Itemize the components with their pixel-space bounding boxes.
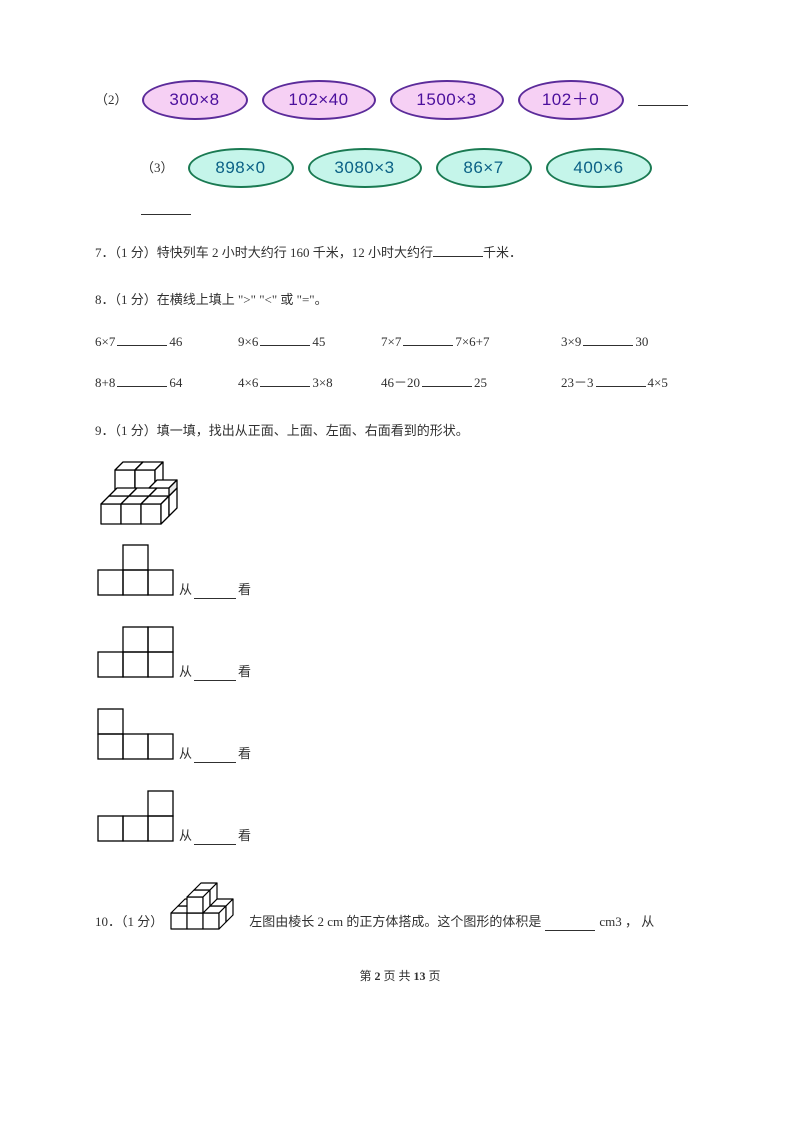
comp-blank[interactable] [117, 375, 167, 388]
footer-n2: 13 [414, 969, 426, 983]
q10-blank[interactable] [545, 919, 595, 932]
q10-prefix: 10．（1 分） [95, 912, 163, 932]
expression-oval: 400×6 [546, 148, 652, 188]
from-label: 从 [179, 744, 192, 764]
q7-prefix: 7．（1 分）特快列车 2 小时大约行 160 千米，12 小时大约行 [95, 245, 433, 260]
comparison-row: 6×7 46 9×6 45 7×7 7×6+7 3×9 30 [95, 332, 705, 352]
footer-p1: 第 [359, 969, 374, 983]
q9-view3: 从看 [95, 707, 705, 763]
grid-view4-icon [95, 789, 177, 845]
q2-ovals: 300×8 102×40 1500×3 102＋0 [142, 80, 624, 120]
comp-right: 25 [474, 373, 487, 393]
comp-blank[interactable] [583, 333, 633, 346]
comp-left: 9×6 [238, 332, 258, 352]
footer-p3: 页 [426, 969, 441, 983]
from-label: 从 [179, 580, 192, 600]
expression-oval: 102×40 [262, 80, 376, 120]
see-label: 看 [238, 662, 251, 682]
comp-left: 8+8 [95, 373, 115, 393]
expression-oval: 3080×3 [308, 148, 422, 188]
comp-blank[interactable] [260, 375, 310, 388]
comp-right: 3×8 [312, 373, 332, 393]
q2-blank[interactable] [638, 94, 688, 107]
page: （2） 300×8 102×40 1500×3 102＋0 （3） 898×0 3080… [0, 0, 800, 1025]
comp-right: 46 [169, 332, 182, 352]
comp-blank[interactable] [596, 375, 646, 388]
comp-right: 7×6+7 [455, 332, 489, 352]
expression-oval: 300×8 [142, 80, 248, 120]
comparison-cell: 9×6 45 [238, 332, 381, 352]
comp-left: 6×7 [95, 332, 115, 352]
q3-label: （3） [141, 158, 174, 178]
comp-right: 45 [312, 332, 325, 352]
cube-cluster-icon [95, 454, 200, 529]
comp-blank[interactable] [422, 375, 472, 388]
q9-blank2[interactable] [194, 669, 236, 682]
comparison-cell: 7×7 7×6+7 [381, 332, 561, 352]
q7-suffix: 千米． [483, 245, 522, 260]
grid-view1-icon [95, 543, 177, 599]
q9-title: 9．（1 分）填一填，找出从正面、上面、左面、右面看到的形状。 [95, 421, 705, 441]
comparison-cell: 3×9 30 [561, 332, 691, 352]
grid-view3-icon [95, 707, 177, 763]
q3-blank[interactable] [141, 202, 191, 215]
q9-blank4[interactable] [194, 833, 236, 846]
grid-view2-icon [95, 625, 177, 681]
q10-unit: cm3 ， 从 [599, 912, 654, 932]
see-label: 看 [238, 826, 251, 846]
q3-row: （3） 898×0 3080×3 86×7 400×6 [141, 148, 705, 215]
q10: 10．（1 分） [95, 875, 705, 931]
comp-left: 46－20 [381, 373, 420, 393]
comp-blank[interactable] [117, 333, 167, 346]
q9-figure-3d [95, 454, 705, 529]
q7: 7．（1 分）特快列车 2 小时大约行 160 千米，12 小时大约行 千米． [95, 243, 705, 263]
from-label: 从 [179, 662, 192, 682]
q10-mid: 左图由棱长 2 cm 的正方体搭成。这个图形的体积是 [249, 912, 541, 932]
comp-left: 4×6 [238, 373, 258, 393]
q9-view4: 从看 [95, 789, 705, 845]
comparison-cell: 8+8 64 [95, 373, 238, 393]
q2-row: （2） 300×8 102×40 1500×3 102＋0 [95, 80, 705, 120]
comp-right: 30 [635, 332, 648, 352]
page-footer: 第 2 页 共 13 页 [95, 967, 705, 985]
q9-blank3[interactable] [194, 751, 236, 764]
from-label: 从 [179, 826, 192, 846]
expression-oval: 86×7 [436, 148, 532, 188]
q9-view1: 从看 [95, 543, 705, 599]
footer-p2: 页 共 [380, 969, 413, 983]
comp-left: 7×7 [381, 332, 401, 352]
q10-cube-icon [167, 875, 245, 931]
q9-blank1[interactable] [194, 587, 236, 600]
q3-ovals: 898×0 3080×3 86×7 400×6 [188, 148, 652, 188]
expression-oval: 102＋0 [518, 80, 624, 120]
comp-blank[interactable] [403, 333, 453, 346]
comparison-cell: 4×6 3×8 [238, 373, 381, 393]
comparison-cell: 6×7 46 [95, 332, 238, 352]
comparison-row: 8+8 64 4×6 3×8 46－20 25 23－3 4×5 [95, 373, 705, 393]
q2-label: （2） [95, 90, 128, 110]
comparison-cell: 46－20 25 [381, 373, 561, 393]
comp-right: 64 [169, 373, 182, 393]
comp-blank[interactable] [260, 333, 310, 346]
expression-oval: 1500×3 [390, 80, 504, 120]
see-label: 看 [238, 580, 251, 600]
comp-left: 23－3 [561, 373, 594, 393]
comp-right: 4×5 [648, 373, 668, 393]
expression-oval: 898×0 [188, 148, 294, 188]
see-label: 看 [238, 744, 251, 764]
q8-rows: 6×7 46 9×6 45 7×7 7×6+7 3×9 30 8+8 64 4×6 3×8 46－20 2… [95, 332, 705, 393]
q8-title: 8．（1 分）在横线上填上 ">" "<" 或 "="。 [95, 290, 705, 310]
q7-blank[interactable] [433, 244, 483, 257]
q9-view2: 从看 [95, 625, 705, 681]
comp-left: 3×9 [561, 332, 581, 352]
comparison-cell: 23－3 4×5 [561, 373, 691, 393]
